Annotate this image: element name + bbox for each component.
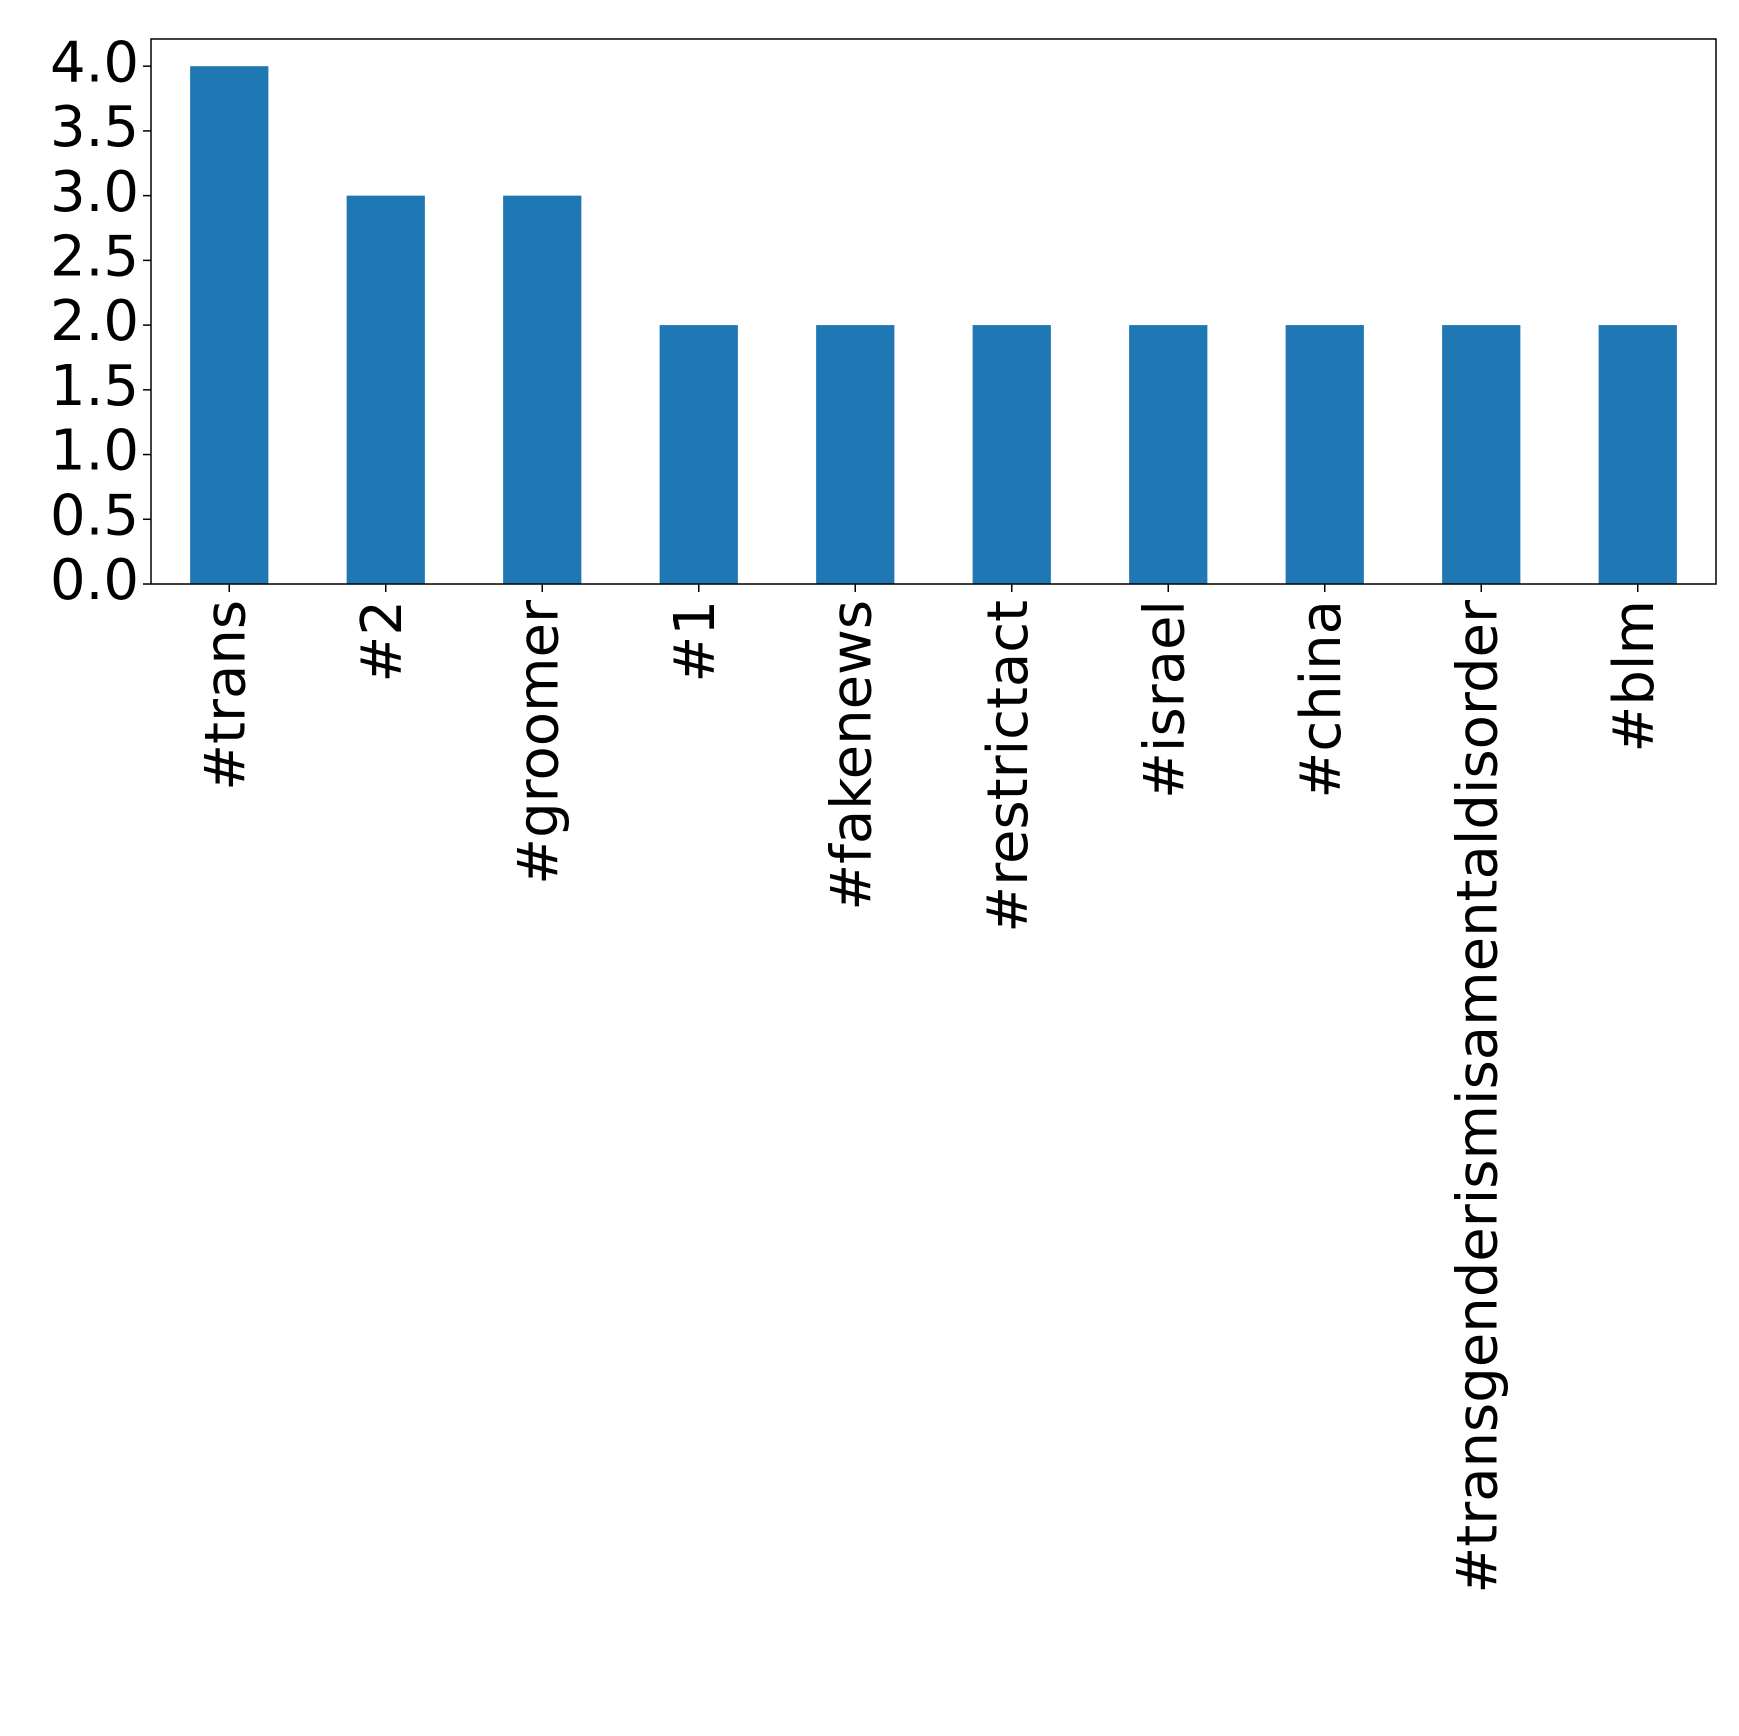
bar: [503, 195, 582, 584]
y-tick-label: 3.5: [50, 95, 139, 160]
x-tick-label: #transgenderismisamentaldisorder: [1445, 599, 1510, 1594]
y-tick-label: 2.0: [50, 289, 139, 354]
x-tick-label: #2: [350, 600, 415, 683]
bar: [972, 325, 1051, 584]
y-tick-label: 1.5: [50, 354, 139, 419]
bar: [1442, 325, 1521, 584]
bar: [1129, 325, 1208, 584]
y-tick-label: 2.5: [50, 225, 139, 290]
bar: [659, 325, 738, 584]
x-tick-label: #restrictact: [976, 600, 1041, 933]
bar: [1285, 325, 1364, 584]
bar: [190, 66, 269, 584]
y-tick-label: 0.5: [50, 483, 139, 548]
x-tick-label: #china: [1289, 600, 1354, 799]
x-tick-label: #1: [663, 600, 728, 683]
y-tick-label: 3.0: [50, 160, 139, 225]
bar: [1598, 325, 1677, 584]
x-tick-label: #blm: [1602, 600, 1667, 753]
y-tick-label: 0.0: [50, 548, 139, 613]
bar: [816, 325, 895, 584]
x-tick-label: #fakenews: [819, 600, 884, 911]
x-tick-label: #groomer: [506, 599, 571, 885]
bar: [346, 195, 425, 584]
y-tick-label: 4.0: [50, 30, 139, 95]
x-tick-label: #trans: [193, 600, 258, 791]
plot-frame: [150, 38, 1717, 585]
y-tick-label: 1.0: [50, 419, 139, 484]
x-tick-label: #israel: [1132, 600, 1197, 799]
